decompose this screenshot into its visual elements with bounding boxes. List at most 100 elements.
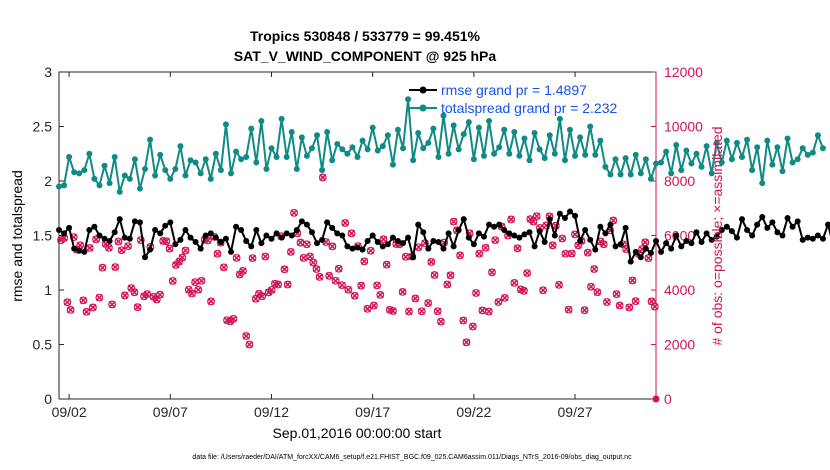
data-point: [354, 244, 361, 251]
data-point: [293, 227, 300, 234]
obs-marker: [459, 316, 468, 325]
data-point: [632, 248, 639, 255]
data-point: [658, 159, 665, 166]
chart-title: Tropics 530848 / 533779 = 99.451%: [250, 28, 481, 44]
obs-marker: [373, 281, 381, 290]
data-point: [637, 254, 644, 261]
y-right-tick-label: 4000: [664, 282, 695, 298]
obs-marker: [437, 317, 445, 326]
data-point: [703, 230, 710, 237]
y-left-tick-label: 0.5: [33, 337, 53, 353]
data-point: [76, 170, 83, 177]
data-point: [66, 224, 73, 231]
x-tick-label: 09/17: [355, 404, 390, 420]
data-point: [769, 161, 776, 168]
data-point: [263, 232, 270, 239]
data-point: [733, 139, 740, 146]
data-point: [308, 229, 315, 236]
data-point: [81, 167, 88, 174]
data-point: [744, 227, 751, 234]
data-point: [622, 224, 629, 231]
data-point: [516, 152, 523, 159]
data-point: [273, 230, 280, 237]
obs-marker: [60, 234, 69, 242]
data-point: [101, 162, 108, 169]
obs-marker: [117, 246, 126, 255]
data-point: [678, 243, 685, 250]
data-point: [506, 150, 513, 157]
data-point: [668, 245, 675, 252]
data-point: [728, 228, 735, 235]
obs-marker: [258, 292, 267, 301]
obs-marker: [411, 294, 420, 303]
data-point: [521, 135, 528, 142]
data-point: [374, 239, 381, 246]
data-point: [324, 219, 331, 226]
obs-marker: [334, 264, 343, 273]
obs-marker: [239, 267, 247, 275]
y-left-tick-label: 0: [44, 391, 52, 407]
data-point: [693, 150, 700, 157]
plot-area: [58, 71, 657, 400]
data-point: [607, 171, 614, 178]
obs-marker: [360, 257, 369, 266]
x-tick-label: 09/12: [254, 404, 289, 420]
data-point: [673, 142, 680, 149]
obs-marker: [85, 244, 94, 252]
data-point: [789, 159, 796, 166]
data-point: [349, 144, 356, 151]
data-point: [66, 154, 73, 161]
data-point: [283, 230, 290, 237]
data-point: [283, 154, 290, 161]
data-point: [597, 223, 604, 230]
data-point: [536, 146, 543, 153]
data-point: [759, 180, 766, 187]
data-point: [172, 241, 179, 248]
data-point: [561, 215, 568, 222]
obs-marker: [587, 282, 595, 291]
y-axis-right-label: # of obs: o=possible; ×=assimilated: [709, 126, 725, 345]
data-point: [774, 144, 781, 151]
data-point: [253, 159, 260, 166]
obs-marker: [468, 322, 477, 331]
data-point: [582, 151, 589, 158]
obs-marker: [631, 297, 640, 306]
obs-marker: [245, 340, 254, 349]
y-right-tick-label: 8000: [664, 173, 695, 189]
obs-marker: [178, 253, 187, 262]
data-point: [592, 246, 599, 253]
obs-marker: [162, 237, 171, 246]
obs-marker: [338, 281, 346, 289]
data-point: [673, 232, 680, 239]
data-point: [577, 134, 584, 141]
data-point: [243, 154, 250, 161]
data-point: [364, 146, 371, 153]
data-point: [642, 156, 649, 163]
obs-marker: [213, 249, 222, 258]
data-point: [602, 230, 609, 237]
data-point: [258, 240, 265, 247]
data-point: [111, 154, 118, 161]
obs-marker: [456, 251, 464, 260]
obs-marker: [181, 246, 190, 255]
data-point: [81, 248, 88, 255]
data-point: [561, 157, 568, 164]
obs-marker: [405, 307, 413, 316]
data-point: [647, 249, 654, 256]
obs-marker: [603, 298, 611, 306]
data-point: [774, 229, 781, 236]
data-point: [157, 151, 164, 158]
data-point: [389, 234, 396, 241]
data-point: [126, 235, 133, 242]
data-point: [526, 229, 533, 236]
obs-marker: [641, 238, 650, 247]
data-point: [566, 126, 573, 133]
data-point: [435, 239, 442, 246]
data-point: [238, 156, 245, 163]
data-point: [511, 232, 518, 239]
x-tick-label: 09/07: [153, 404, 188, 420]
data-point: [814, 132, 821, 139]
data-point: [749, 232, 756, 239]
data-point: [329, 224, 336, 231]
data-point: [501, 126, 508, 133]
